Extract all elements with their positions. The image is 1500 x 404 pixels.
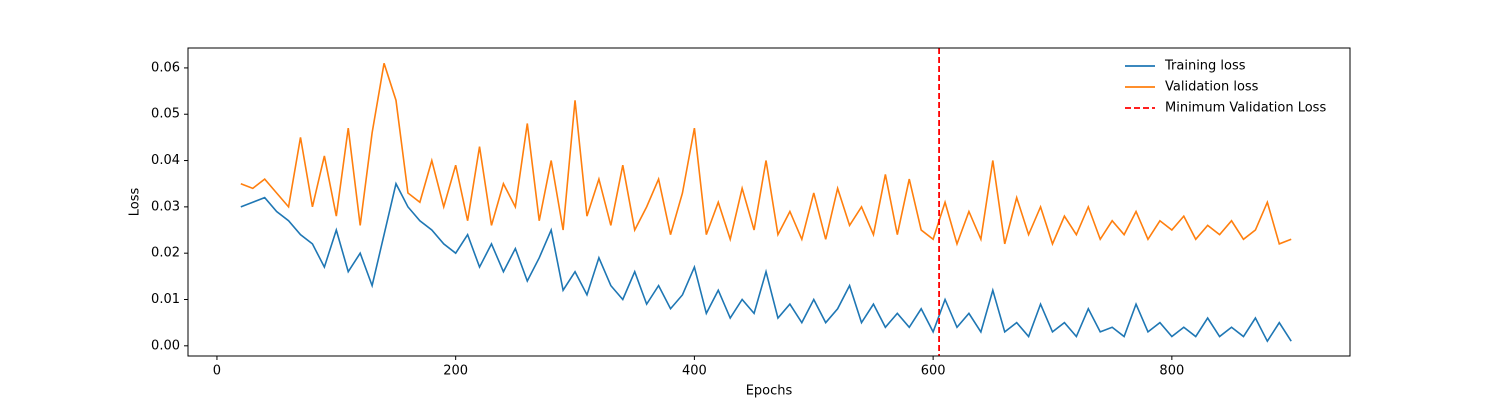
y-axis-label: Loss <box>128 188 143 217</box>
x-tick-label: 400 <box>682 364 707 379</box>
x-tick-label: 0 <box>213 364 221 379</box>
y-tick-label: 0.02 <box>151 246 180 261</box>
x-tick-label: 800 <box>1159 364 1184 379</box>
x-axis-label: Epochs <box>746 384 793 399</box>
plot-frame <box>187 47 1351 357</box>
x-tick-label: 200 <box>443 364 468 379</box>
legend-label: Training loss <box>1164 59 1246 74</box>
y-tick-label: 0.01 <box>151 292 180 307</box>
legend-label: Validation loss <box>1165 80 1259 95</box>
series-line <box>240 63 1292 247</box>
y-tick-label: 0.04 <box>151 153 180 168</box>
y-tick-label: 0.03 <box>151 199 180 214</box>
y-tick-label: 0.05 <box>151 107 180 122</box>
legend-label: Minimum Validation Loss <box>1165 101 1326 116</box>
y-tick-label: 0.00 <box>151 338 180 353</box>
series-line <box>240 181 1292 343</box>
y-tick-label: 0.06 <box>151 60 180 75</box>
x-tick-label: 600 <box>921 364 946 379</box>
